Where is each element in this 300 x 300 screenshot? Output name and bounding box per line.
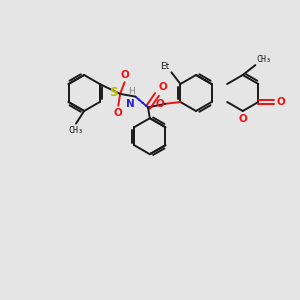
Text: O: O <box>238 114 247 124</box>
Text: N: N <box>126 99 134 109</box>
Text: H: H <box>128 87 134 96</box>
Text: O: O <box>120 70 129 80</box>
Text: Et: Et <box>160 62 170 71</box>
Text: O: O <box>276 97 285 107</box>
Text: CH₃: CH₃ <box>256 55 272 64</box>
Text: CH₃: CH₃ <box>68 126 83 135</box>
Text: O: O <box>158 82 167 92</box>
Text: S: S <box>110 86 118 99</box>
Text: O: O <box>114 108 123 118</box>
Text: O: O <box>155 99 164 109</box>
